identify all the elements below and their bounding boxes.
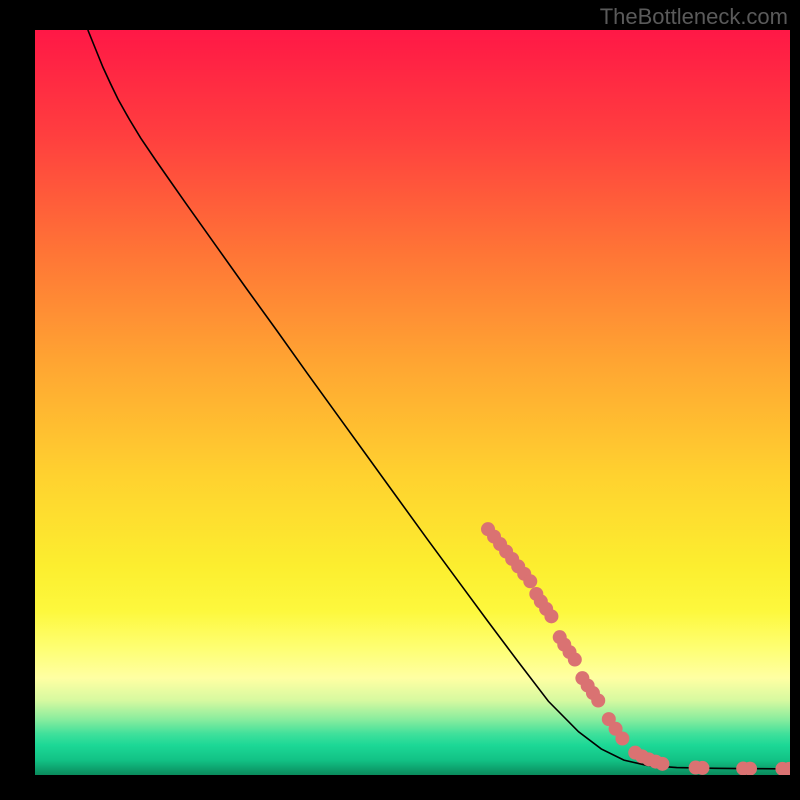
data-marker: [655, 757, 669, 771]
chart-background: [35, 30, 790, 775]
data-marker: [743, 762, 757, 775]
data-marker: [544, 609, 558, 623]
data-marker: [695, 761, 709, 775]
chart-svg: [35, 30, 790, 775]
data-marker: [523, 574, 537, 588]
data-marker: [615, 732, 629, 746]
watermark-text: TheBottleneck.com: [600, 4, 788, 30]
data-marker: [568, 653, 582, 667]
chart-plot-area: [35, 30, 790, 775]
data-marker: [591, 694, 605, 708]
